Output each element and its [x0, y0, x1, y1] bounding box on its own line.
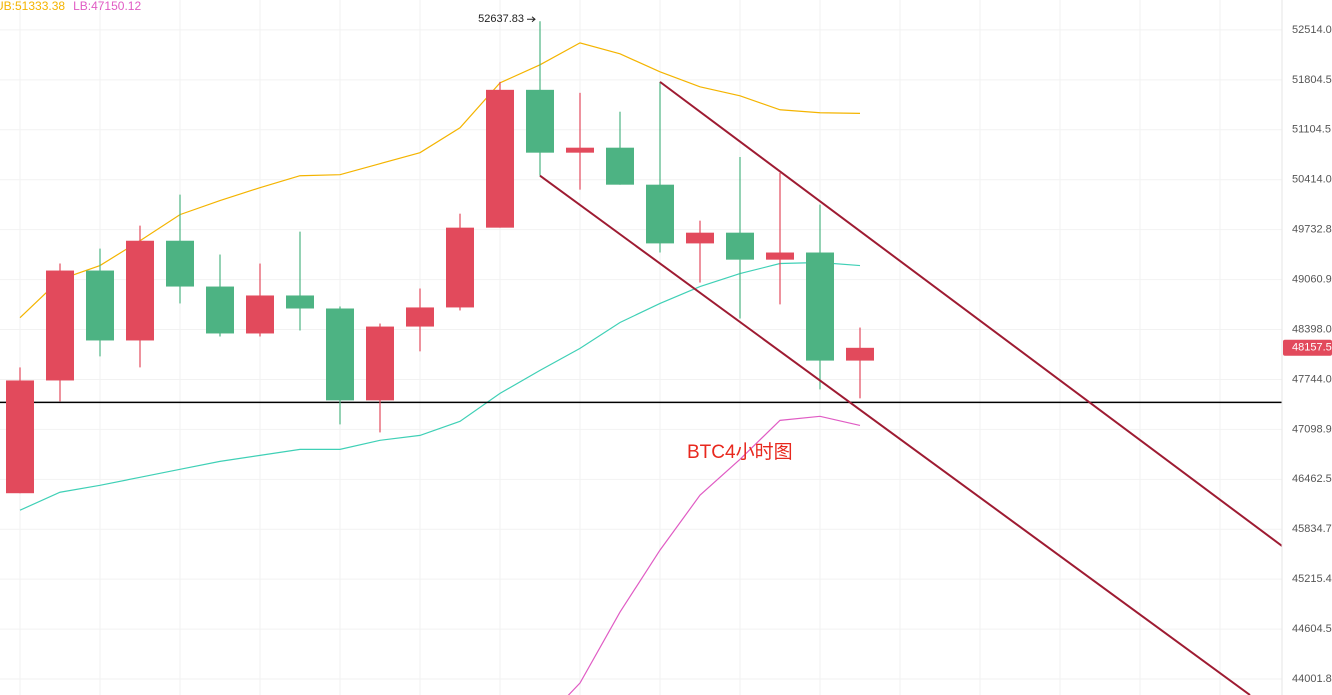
candle-body: [806, 252, 834, 361]
candle-body: [206, 286, 234, 334]
peak-label: 52637.83: [478, 13, 524, 25]
y-tick-label: 52514.0: [1292, 24, 1332, 36]
y-tick-label: 49732.8: [1292, 224, 1332, 236]
candle-body: [6, 380, 34, 494]
y-tick-label: 46462.5: [1292, 473, 1332, 485]
candle-body: [286, 295, 314, 309]
candle-body: [686, 232, 714, 244]
candle-body: [326, 308, 354, 401]
y-tick-label: 51804.5: [1292, 74, 1332, 86]
candle-body: [846, 347, 874, 361]
candle-body: [126, 240, 154, 341]
y-tick-label: 45834.7: [1292, 523, 1332, 535]
y-tick-label: 50414.0: [1292, 174, 1332, 186]
candle-body: [406, 307, 434, 327]
trend-line: [659, 81, 1282, 547]
band-line: [19, 261, 861, 511]
candle-body: [46, 270, 74, 381]
peak-arrow: [527, 16, 536, 23]
y-axis: 52514.0 51804.5 51104.5 50414.0 49732.8 49060…: [1292, 24, 1332, 685]
y-tick-label: 44604.5: [1292, 623, 1332, 635]
candle-body: [366, 326, 394, 401]
candle-body: [246, 295, 274, 334]
candle-body: [486, 89, 514, 228]
band-line: [19, 42, 861, 319]
y-tick-label: 44001.8: [1292, 673, 1332, 685]
legend-entry: LB:47150.12: [73, 0, 141, 13]
y-tick-label: 45215.4: [1292, 573, 1332, 585]
candle-body: [166, 240, 194, 287]
y-tick-label: 49060.9: [1292, 273, 1332, 285]
band-line: [567, 415, 861, 695]
price-tag-label: 48157.5: [1292, 342, 1332, 354]
candle-body: [86, 270, 114, 341]
legend-entry: UB:51333.38: [0, 0, 65, 13]
candle-body: [526, 89, 554, 153]
candle-body: [566, 147, 594, 153]
candle-body: [446, 227, 474, 308]
candle-body: [726, 232, 754, 260]
y-tick-label: 48398.0: [1292, 323, 1332, 335]
annotation: BTC4小时图: [687, 441, 793, 463]
price-tag: [1283, 339, 1332, 356]
candle-body: [766, 252, 794, 260]
y-tick-label: 51104.5: [1292, 124, 1331, 136]
candle-body: [646, 184, 674, 244]
y-tick-label: 47098.9: [1292, 423, 1332, 435]
plot-area: [0, 21, 1282, 695]
y-tick-label: 47744.0: [1292, 373, 1332, 385]
trend-line: [539, 174, 1251, 695]
candle-body: [606, 147, 634, 185]
